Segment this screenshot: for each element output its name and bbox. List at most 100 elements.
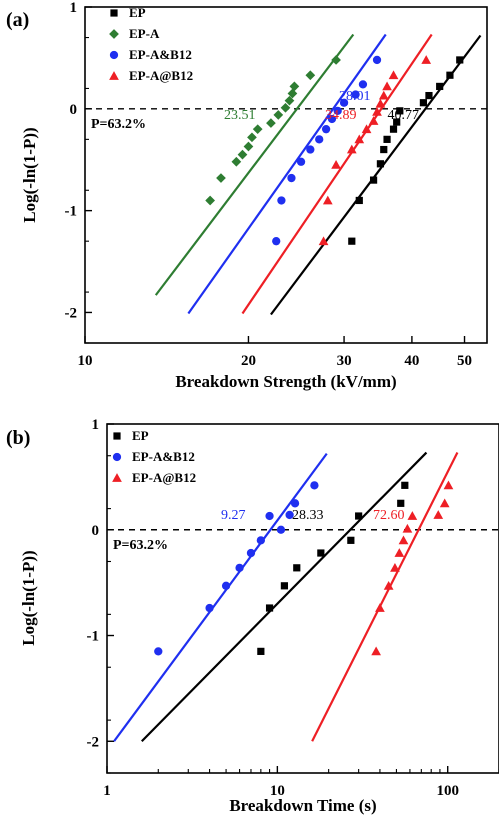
data-point <box>433 510 444 519</box>
y-tick-label: -2 <box>65 305 78 321</box>
data-point <box>358 80 368 89</box>
y-tick-label: 0 <box>70 102 78 118</box>
data-point <box>287 88 298 99</box>
data-point <box>443 480 454 490</box>
data-point <box>205 603 214 613</box>
data-point <box>382 81 392 91</box>
data-point <box>293 564 301 572</box>
data-point <box>333 106 342 115</box>
data-point <box>388 70 399 80</box>
data-point <box>306 145 315 154</box>
series-ep-a-b12: 34.89 EP-A@B12 <box>109 33 433 315</box>
data-point <box>383 580 394 590</box>
series-ep-a: 23.51 EP-A <box>109 26 355 296</box>
data-point <box>284 95 295 106</box>
x-axis-title: Breakdown Strength (kV/mm) <box>175 372 396 391</box>
legend-marker <box>112 452 122 462</box>
data-point <box>439 498 450 508</box>
y-tick-label: -1 <box>87 629 100 645</box>
data-point <box>221 581 231 590</box>
data-point <box>273 110 284 120</box>
data-point <box>289 81 300 92</box>
data-point <box>372 55 382 65</box>
data-point <box>456 56 464 64</box>
legend-marker <box>109 29 119 39</box>
data-point <box>380 145 388 154</box>
data-point <box>243 141 254 152</box>
data-point <box>375 603 385 612</box>
data-point <box>280 102 291 113</box>
x-tick-label: 50 <box>457 353 472 369</box>
y-tick-label: 1 <box>70 0 78 16</box>
data-point <box>347 536 355 544</box>
y-tick-label: 0 <box>92 523 100 539</box>
characteristic-value-label: 9.27 <box>221 508 246 523</box>
data-point <box>339 98 349 107</box>
panel-label: (a) <box>6 9 29 31</box>
x-tick-label: 30 <box>337 353 352 369</box>
data-point <box>310 481 319 490</box>
data-point <box>401 481 409 489</box>
data-point <box>378 90 389 100</box>
data-point <box>372 107 382 116</box>
characteristic-value-label: 34.89 <box>325 108 357 123</box>
data-point <box>368 116 379 125</box>
panel-label: (b) <box>6 427 30 449</box>
fit-line <box>187 33 387 315</box>
data-point <box>237 149 248 160</box>
data-point <box>355 196 363 205</box>
data-point <box>257 647 265 655</box>
legend-label: EP-A&B12 <box>132 449 195 464</box>
y-tick-label: 1 <box>92 417 100 433</box>
data-point <box>266 118 276 128</box>
series-ep-a-b12: 72.60 EP-A@B12 <box>112 452 459 742</box>
x-tick-label: 40 <box>404 353 419 369</box>
data-point <box>371 646 381 656</box>
legend-marker <box>109 71 119 80</box>
data-point <box>235 563 244 572</box>
fit-line <box>241 33 433 315</box>
data-point <box>322 195 333 205</box>
data-point <box>287 173 296 183</box>
x-tick-label: 20 <box>241 353 256 369</box>
plot-frame <box>84 6 488 344</box>
legend-marker <box>113 432 121 440</box>
data-point <box>421 55 432 64</box>
legend-marker <box>112 473 122 482</box>
x-tick-label: 1 <box>103 783 111 799</box>
data-point <box>331 159 341 169</box>
data-point <box>246 548 256 558</box>
legend-label: EP <box>129 5 146 20</box>
series-ep-a-b12: 28.01 EP-A&B12 <box>109 33 387 315</box>
data-point <box>305 70 316 81</box>
x-tick-label: 10 <box>270 783 285 799</box>
x-tick-label: 10 <box>78 353 93 369</box>
probability-note: P=63.2% <box>113 538 168 553</box>
legend-label: EP-A <box>129 26 160 41</box>
data-point <box>317 549 325 557</box>
probability-note: P=63.2% <box>91 117 146 132</box>
data-point <box>290 499 300 508</box>
data-point <box>348 237 356 245</box>
x-tick-label: 100 <box>436 783 459 799</box>
x-axis-title: Breakdown Time (s) <box>229 796 376 815</box>
data-point <box>265 604 274 612</box>
chart-panel-2: (b) 1 10 100 -2 -1 0 1 Breakdown Time (s) Log(-ln… <box>6 417 499 815</box>
fit-line <box>140 451 428 743</box>
data-point <box>407 511 418 520</box>
data-point <box>231 156 242 167</box>
data-point <box>256 536 265 545</box>
data-point <box>419 99 428 107</box>
characteristic-value-label: 28.33 <box>292 508 324 523</box>
data-point <box>321 125 331 134</box>
chart-panel-1: (a) 10 20 30 40 50 -2 -1 0 1 Breakdown Strength (k… <box>6 0 488 391</box>
plot-frame <box>106 423 499 774</box>
data-point <box>397 499 405 507</box>
legend-label: EP-A@B12 <box>132 470 196 485</box>
data-point <box>296 157 306 166</box>
data-point <box>285 510 294 520</box>
y-tick-label: -1 <box>65 204 78 220</box>
data-point <box>376 160 385 168</box>
data-point <box>265 511 274 521</box>
data-point <box>315 135 324 144</box>
